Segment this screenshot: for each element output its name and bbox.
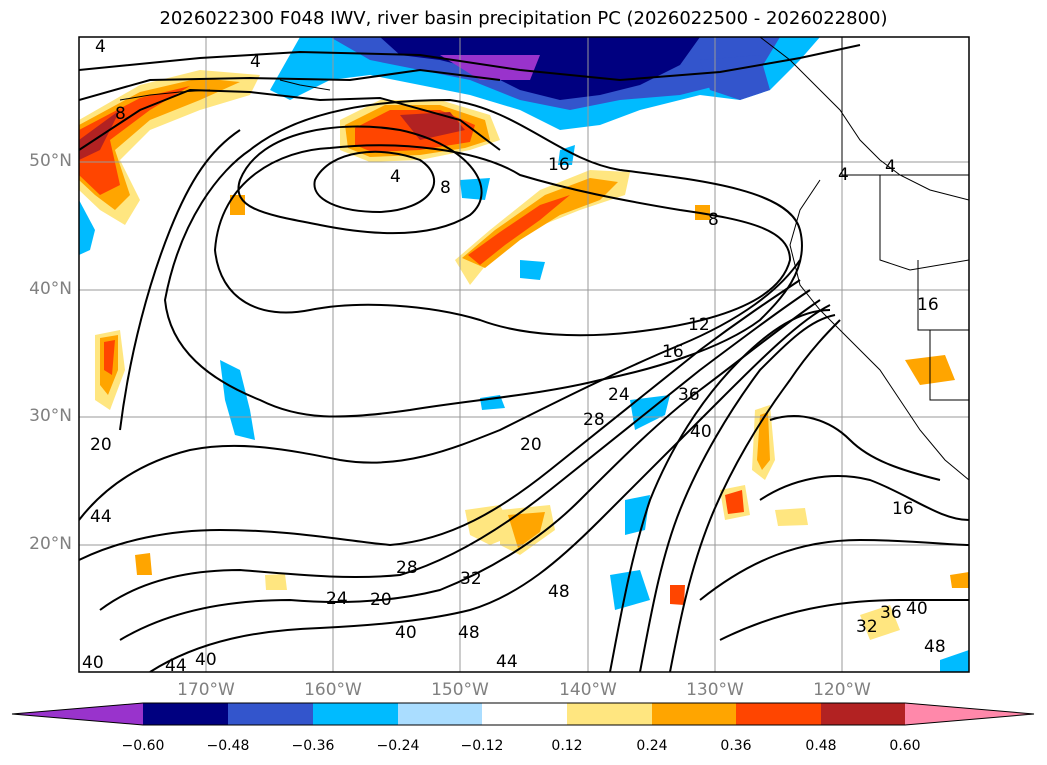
contour-label: 20	[90, 435, 112, 455]
colorbar-segment	[228, 703, 313, 725]
lat-label-50n: 50°N	[29, 151, 72, 171]
map-frame	[78, 36, 970, 673]
colorbar-tick: 0.48	[805, 738, 837, 754]
colorbar-max-extension	[905, 703, 1034, 725]
colorbar-tick: 0.36	[720, 738, 752, 754]
contour-label: 40	[395, 623, 417, 643]
contour-label: 4	[885, 157, 896, 177]
colorbar-segment	[567, 703, 652, 725]
contour-label: 28	[396, 558, 418, 578]
colorbar-tick: −0.24	[376, 738, 420, 754]
contour-label: 48	[924, 637, 946, 657]
positive-precip-shading	[79, 70, 969, 640]
map-title: 2026022300 F048 IWV, river basin precipi…	[159, 8, 888, 29]
lon-label-130w: 130°W	[686, 680, 744, 700]
lat-label-30n: 30°N	[29, 406, 72, 426]
colorbar-segment	[482, 703, 567, 725]
colorbar-segment	[398, 703, 482, 725]
colorbar-tick: 0.60	[889, 738, 921, 754]
contour-label: 20	[370, 590, 392, 610]
contour-label: 8	[440, 178, 451, 198]
colorbar-tick: −0.36	[291, 738, 335, 754]
contour-label: 36	[678, 385, 700, 405]
contour-label: 16	[662, 342, 684, 362]
contour-label: 44	[165, 656, 187, 676]
contour-label: 16	[548, 155, 570, 175]
contour-label: 44	[496, 652, 518, 672]
contour-label: 24	[326, 589, 348, 609]
contour-label: 20	[520, 435, 542, 455]
graticule	[79, 37, 969, 672]
contour-labels: 4 4 8 4 8 16 8 4 4 16 12 16 36 40 28 24 …	[82, 37, 946, 676]
contour-label: 48	[458, 623, 480, 643]
lat-label-40n: 40°N	[29, 279, 72, 299]
contour-label: 8	[708, 210, 719, 230]
contour-label: 4	[838, 165, 849, 185]
contour-label: 16	[917, 295, 939, 315]
contour-label: 4	[95, 37, 106, 57]
iwv-contours	[79, 44, 969, 672]
contour-label: 40	[906, 599, 928, 619]
contour-label: 44	[90, 507, 112, 527]
colorbar-segment	[143, 703, 228, 725]
colorbar-tick: −0.48	[206, 738, 250, 754]
lon-label-170w: 170°W	[177, 680, 235, 700]
colorbar-segment	[736, 703, 821, 725]
contour-label: 4	[390, 167, 401, 187]
colorbar-segment	[821, 703, 905, 725]
contour-label: 16	[892, 499, 914, 519]
colorbar	[11, 702, 1035, 726]
contour-label: 36	[880, 603, 902, 623]
lon-label-140w: 140°W	[559, 680, 617, 700]
colorbar-segment	[313, 703, 398, 725]
lon-label-120w: 120°W	[813, 680, 871, 700]
lon-label-150w: 150°W	[431, 680, 489, 700]
colorbar-outline	[11, 702, 1035, 726]
colorbar-tick: 0.12	[551, 738, 583, 754]
colorbar-segment	[652, 703, 736, 725]
contour-label: 48	[548, 582, 570, 602]
lat-label-20n: 20°N	[29, 534, 72, 554]
colorbar-tick: 0.24	[636, 738, 668, 754]
contour-label: 8	[115, 104, 126, 124]
contour-label: 40	[82, 653, 104, 673]
colorbar-min-extension	[12, 703, 143, 725]
contour-label: 40	[690, 422, 712, 442]
contour-label: 32	[460, 569, 482, 589]
colorbar-tick: −0.12	[460, 738, 504, 754]
contour-label: 24	[608, 385, 630, 405]
lon-label-160w: 160°W	[304, 680, 362, 700]
contour-label: 4	[250, 52, 261, 72]
contour-label: 28	[583, 410, 605, 430]
contour-label: 32	[856, 617, 878, 637]
contour-label: 12	[688, 315, 710, 335]
contour-label: 40	[195, 650, 217, 670]
colorbar-tick: −0.60	[121, 738, 165, 754]
